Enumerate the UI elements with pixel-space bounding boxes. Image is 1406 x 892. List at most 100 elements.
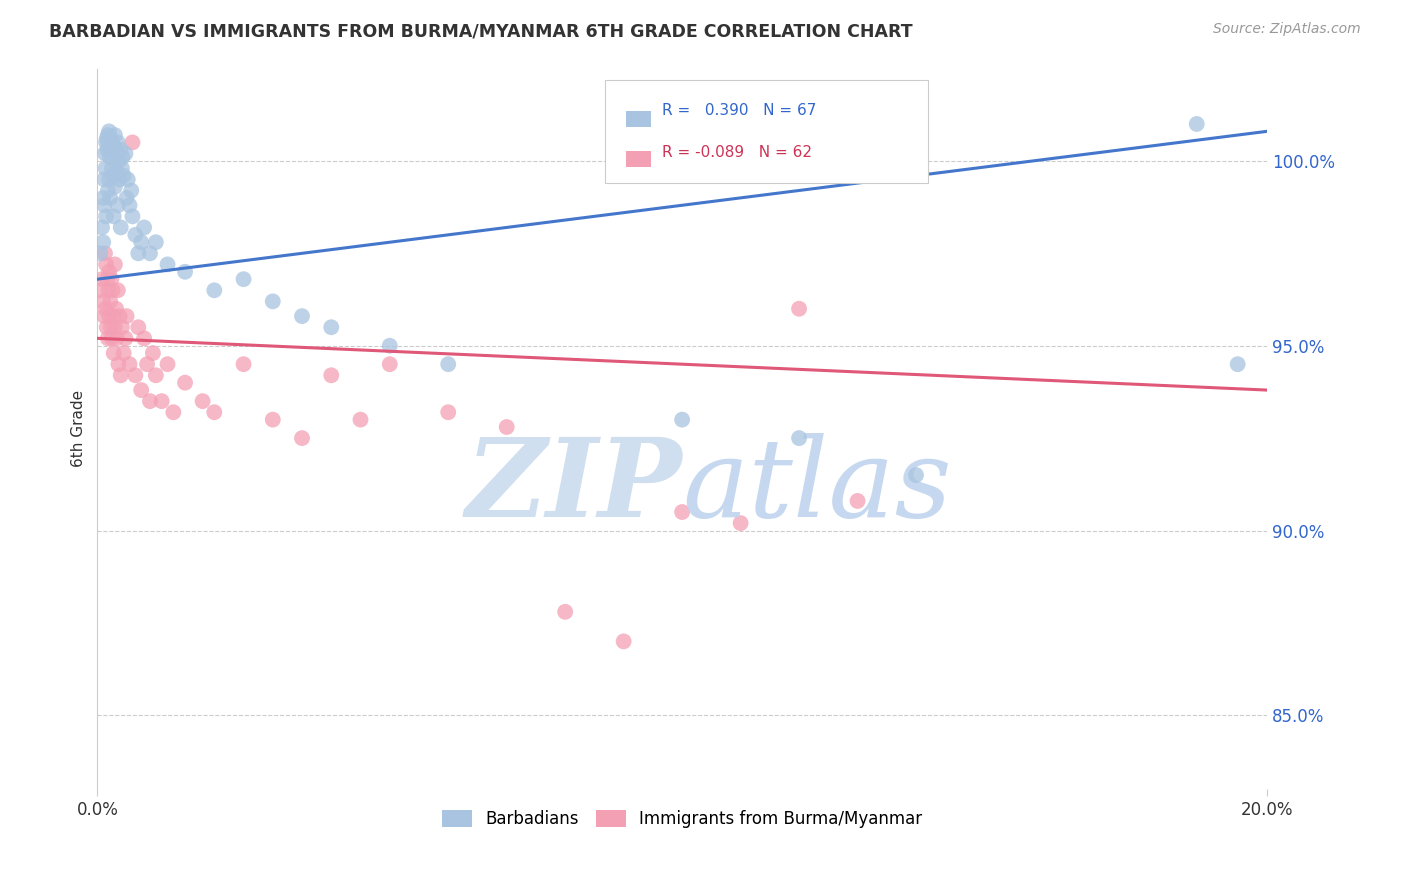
Point [787,301,810,316]
Point [730,516,752,530]
Point [156,357,179,371]
Point [104,257,127,271]
Point [98,172,121,186]
Point [98,124,121,138]
Point [156,257,179,271]
Point [139,394,162,409]
Point [108,172,131,186]
Point [103,346,125,360]
Point [101,161,124,176]
Point [108,153,131,168]
Point [118,198,141,212]
Point [101,283,124,297]
Point [321,320,343,334]
Point [291,309,314,323]
Point [1185,117,1208,131]
Point [97,283,120,297]
Point [107,198,129,212]
Point [134,220,156,235]
Point [98,150,121,164]
Point [174,265,197,279]
Point [262,412,284,426]
Point [114,146,136,161]
Point [93,198,115,212]
Point [91,235,114,250]
Point [94,246,117,260]
Point [232,357,254,371]
Point [96,320,118,334]
Point [111,150,134,164]
Point [91,191,114,205]
Point [110,368,132,383]
Point [93,172,115,186]
Point [97,128,120,142]
Point [100,320,122,334]
Point [91,220,114,235]
Point [121,210,143,224]
Point [98,191,121,205]
Point [117,172,139,186]
Point [104,128,127,142]
Point [114,331,136,345]
Point [100,272,122,286]
Point [291,431,314,445]
Point [378,357,401,371]
Point [321,368,343,383]
Point [121,136,143,150]
Point [101,169,124,183]
Point [232,272,254,286]
Point [349,412,371,426]
Point [495,420,517,434]
Point [98,294,121,309]
Point [145,235,167,250]
Point [202,283,225,297]
Point [98,309,121,323]
Point [118,357,141,371]
Point [105,331,128,345]
Point [97,184,120,198]
Point [124,368,146,383]
Point [613,634,636,648]
Point [100,132,122,146]
Text: BARBADIAN VS IMMIGRANTS FROM BURMA/MYANMAR 6TH GRADE CORRELATION CHART: BARBADIAN VS IMMIGRANTS FROM BURMA/MYANM… [49,22,912,40]
Point [846,494,869,508]
Point [150,394,173,409]
Text: Source: ZipAtlas.com: Source: ZipAtlas.com [1213,22,1361,37]
Point [89,246,111,260]
Point [112,346,135,360]
Point [115,309,138,323]
Point [129,235,152,250]
Point [98,265,121,279]
Point [262,294,284,309]
Point [93,309,115,323]
Text: ZIP: ZIP [465,433,682,541]
Point [103,139,125,153]
Point [94,301,117,316]
Point [162,405,184,419]
Point [111,320,134,334]
Point [145,368,167,383]
Y-axis label: 6th Grade: 6th Grade [72,391,86,467]
Point [110,220,132,235]
Point [378,339,401,353]
Point [91,294,114,309]
Point [134,331,156,345]
Point [112,169,135,183]
Point [139,246,162,260]
Point [1226,357,1249,371]
Point [108,309,131,323]
Point [115,191,138,205]
Point [94,136,117,150]
Point [101,143,124,157]
Point [97,331,120,345]
Point [91,272,114,286]
Point [101,331,124,345]
Point [124,227,146,242]
Point [104,179,127,194]
Point [105,301,128,316]
Point [105,165,128,179]
Point [671,505,693,519]
Point [96,132,118,146]
Legend: Barbadians, Immigrants from Burma/Myanmar: Barbadians, Immigrants from Burma/Myanma… [436,804,929,835]
Point [101,309,124,323]
